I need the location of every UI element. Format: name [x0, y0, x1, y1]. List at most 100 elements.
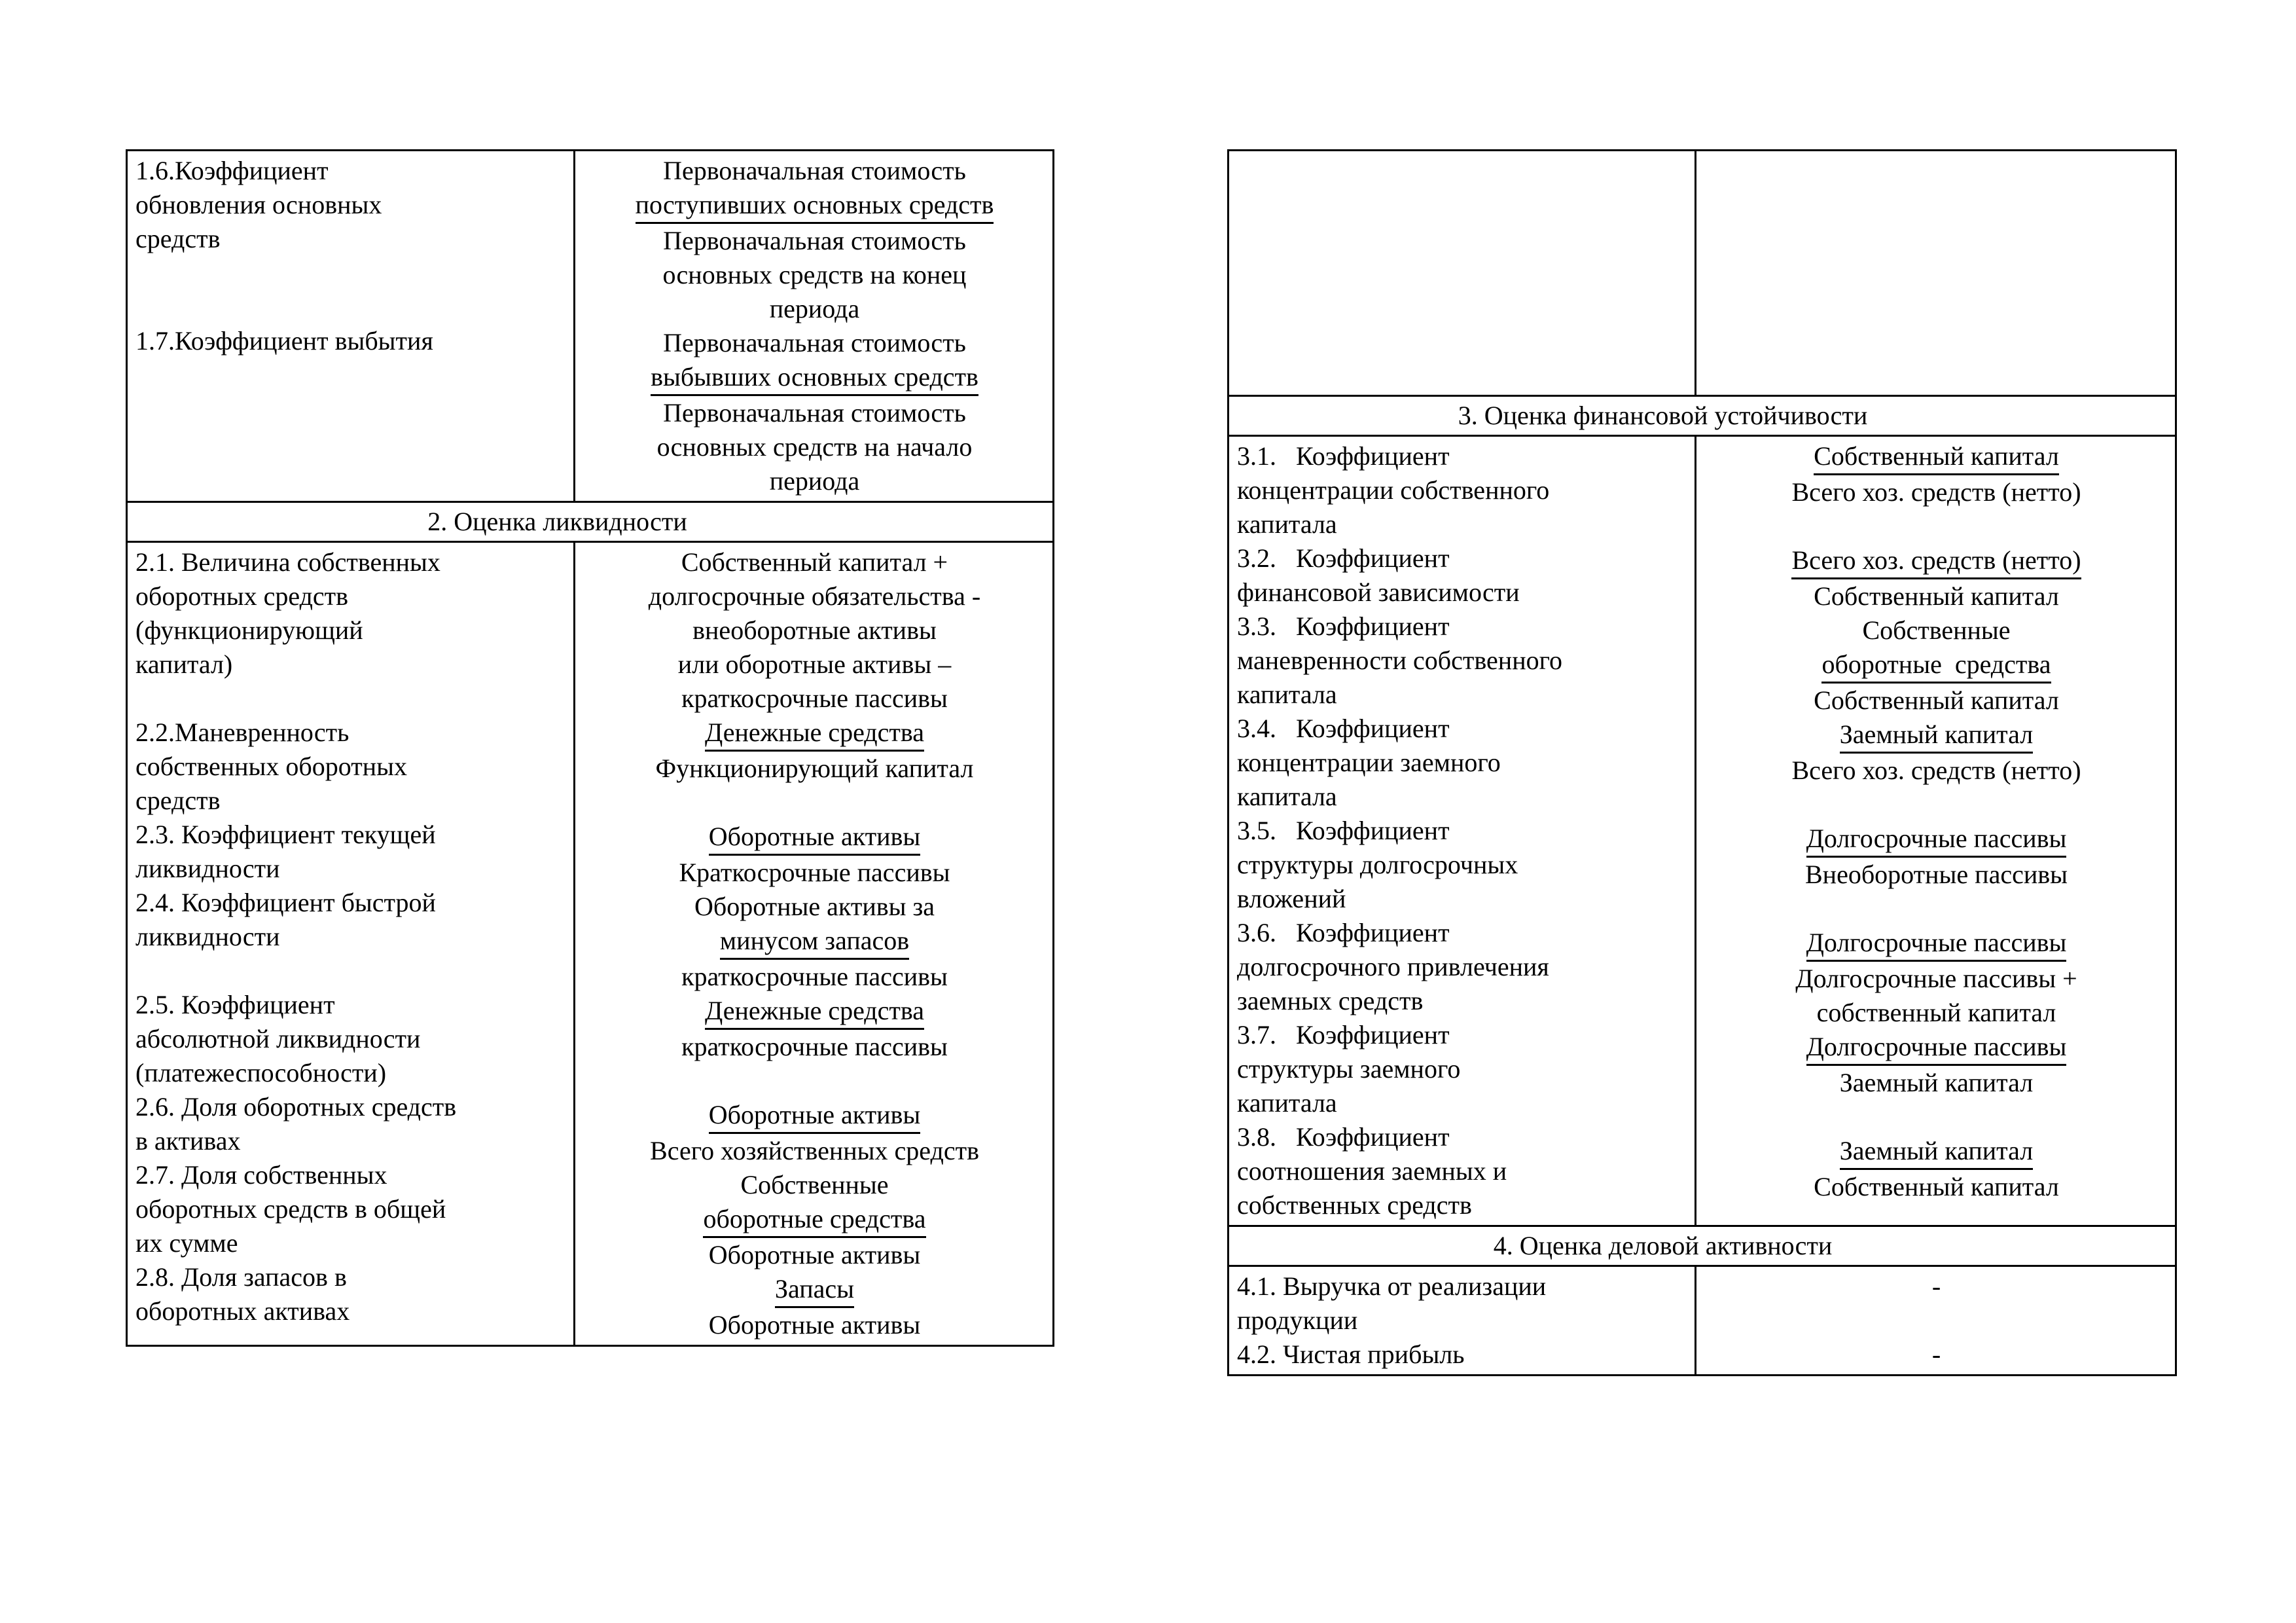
- formula-row: Запасы: [583, 1272, 1046, 1308]
- formula-row: поступивших основных средств: [583, 188, 1046, 224]
- formula-line: Долгосрочные пассивы +: [1795, 964, 2077, 993]
- formula-row: Оборотные активы: [583, 1098, 1046, 1134]
- formula-row: Первоначальная стоимость: [583, 326, 1046, 360]
- formula-cell: Первоначальная стоимость поступивших осно…: [573, 149, 1054, 503]
- indicator-name-line: 3.5. Коэффициент: [1237, 816, 1450, 845]
- indicator-name-cell: 2.1. Величина собственных оборотных средс…: [126, 541, 575, 1347]
- section-header-cell: 4. Оценка деловой активности: [1227, 1225, 2177, 1267]
- formula-row: Оборотные активы: [583, 820, 1046, 856]
- formula-numerator: Всего хоз. средств (нетто): [1791, 544, 2081, 579]
- spacer-line: [1237, 222, 1688, 256]
- formula-row: Всего хозяйственных средств: [583, 1134, 1046, 1168]
- formula-line: -: [1931, 1271, 1941, 1301]
- formula-row: Денежные средства: [583, 994, 1046, 1030]
- formula-row: Оборотные активы: [583, 1308, 1046, 1342]
- formula-line: внеоборотные активы: [692, 615, 937, 645]
- formula-row: собственный капитал: [1704, 996, 2168, 1030]
- formula-row: периода: [583, 292, 1046, 326]
- formula-line: основных средств на начало: [656, 432, 973, 462]
- formula-row: оборотные средства: [1704, 647, 2168, 684]
- section-header-cell: 3. Оценка финансовой устойчивости: [1227, 395, 2177, 437]
- table-row: 2.1. Величина собственных оборотных средс…: [126, 541, 1054, 1347]
- indicator-name-line: заемных средств: [1237, 986, 1424, 1015]
- formula-row: -: [1704, 1269, 2168, 1304]
- formula-row: Собственный капитал: [1704, 1170, 2168, 1204]
- indicator-name-line: оборотных средств в общей: [135, 1194, 446, 1224]
- table-row: 3.1. Коэффициент концентрации собственног…: [1227, 435, 2177, 1227]
- indicator-name-line: капитала: [1237, 1088, 1337, 1118]
- formula-row: Заемный капитал: [1704, 1134, 2168, 1170]
- formula-line: краткосрочные пассивы: [681, 684, 948, 713]
- formula-cell-empty: [1695, 149, 2177, 397]
- formula-row: краткосрочные пассивы: [583, 682, 1046, 716]
- formula-row: внеоборотные активы: [583, 613, 1046, 647]
- formula-row: Собственный капитал: [1704, 579, 2168, 613]
- formula-row: Собственные: [1704, 613, 2168, 647]
- formula-row: Всего хоз. средств (нетто): [1704, 543, 2168, 579]
- indicator-name-line: 3.1. Коэффициент: [1237, 441, 1450, 471]
- formula-row: выбывших основных средств: [583, 360, 1046, 396]
- formula-row: основных средств на конец: [583, 258, 1046, 292]
- formula-row: Всего хоз. средств (нетто): [1704, 754, 2168, 788]
- formula-row: Функционирующий капитал: [583, 752, 1046, 786]
- spacer-line: [583, 1064, 1046, 1098]
- formula-numerator: Долгосрочные пассивы: [1806, 1030, 2067, 1066]
- indicator-name-line: 2.2.Маневренность: [135, 718, 350, 747]
- formula-line: -: [1931, 1340, 1941, 1369]
- formula-line: собственный капитал: [1816, 998, 2056, 1027]
- formula-numerator: оборотные средства: [1821, 648, 2051, 684]
- formula-row: Долгосрочные пассивы: [1704, 1030, 2168, 1066]
- spacer-line: [135, 290, 567, 324]
- indicator-name-line: 2.8. Доля запасов в: [135, 1262, 347, 1292]
- spacer-line: [1704, 788, 2168, 822]
- formula-line: Внеоборотные пассивы: [1804, 860, 2068, 889]
- indicator-name-line: капитал): [135, 649, 233, 679]
- indicator-name-cell: 3.1. Коэффициент концентрации собственног…: [1227, 435, 1696, 1227]
- formula-numerator: Заемный капитал: [1839, 1135, 2034, 1170]
- formula-row: долгосрочные обязательства -: [583, 579, 1046, 613]
- formula-row: Оборотные активы: [583, 1238, 1046, 1272]
- formula-line: Собственный капитал: [1814, 1172, 2059, 1201]
- formula-line: Функционирующий капитал: [655, 754, 974, 783]
- ratios-table-right: 3. Оценка финансовой устойчивости 3.1. К…: [1227, 149, 2177, 1376]
- formula-line: Всего хоз. средств (нетто): [1791, 756, 2081, 785]
- formula-row: Внеоборотные пассивы: [1704, 858, 2168, 892]
- formula-row: Первоначальная стоимость: [583, 154, 1046, 188]
- indicator-name-line: (платежеспособности): [135, 1058, 387, 1087]
- indicator-name-line: структуры заемного: [1237, 1054, 1461, 1084]
- indicator-name-line: концентрации заемного: [1237, 748, 1501, 777]
- formula-line: периода: [769, 466, 860, 496]
- indicator-name-line: вложений: [1237, 884, 1346, 913]
- spacer-line: [1704, 1100, 2168, 1134]
- formula-line: краткосрочные пассивы: [681, 1032, 948, 1061]
- formula-row: краткосрочные пассивы: [583, 960, 1046, 994]
- spacer-line: [1237, 256, 1688, 290]
- formula-row: периода: [583, 464, 1046, 498]
- indicator-name-line: средств: [135, 224, 221, 253]
- indicator-name-line: финансовой зависимости: [1237, 577, 1520, 607]
- formula-line: основных средств на конец: [662, 260, 967, 289]
- formula-numerator: Оборотные активы: [708, 1099, 921, 1134]
- formula-row: основных средств на начало: [583, 430, 1046, 464]
- spacer-line: [1237, 154, 1688, 188]
- formula-line: Собственные: [740, 1170, 889, 1199]
- formula-line: Собственный капитал: [1814, 685, 2059, 715]
- formula-cell: Собственный капитал + долгосрочные обязат…: [573, 541, 1054, 1347]
- formula-row: Первоначальная стоимость: [583, 224, 1046, 258]
- formula-numerator: Запасы: [774, 1273, 855, 1308]
- section-header-row: 4. Оценка деловой активности: [1227, 1225, 2177, 1267]
- section-title-financial-stability: 3. Оценка финансовой устойчивости: [1458, 401, 1868, 430]
- formula-row: оборотные средства: [583, 1202, 1046, 1238]
- formula-line: Оборотные активы: [708, 1240, 921, 1269]
- spacer-line: [1237, 188, 1688, 222]
- indicator-name-line: 4.2. Чистая прибыль: [1237, 1340, 1465, 1369]
- formula-numerator: Собственный капитал: [1814, 440, 2059, 475]
- spacer-line: [583, 786, 1046, 820]
- indicator-name-line: собственных средств: [1237, 1190, 1472, 1220]
- spacer-line: [135, 954, 567, 988]
- formula-line: Всего хоз. средств (нетто): [1791, 477, 2081, 507]
- formula-line: долгосрочные обязательства -: [648, 581, 981, 611]
- formula-row: или оборотные активы –: [583, 647, 1046, 682]
- formula-row: Денежные средства: [583, 716, 1046, 752]
